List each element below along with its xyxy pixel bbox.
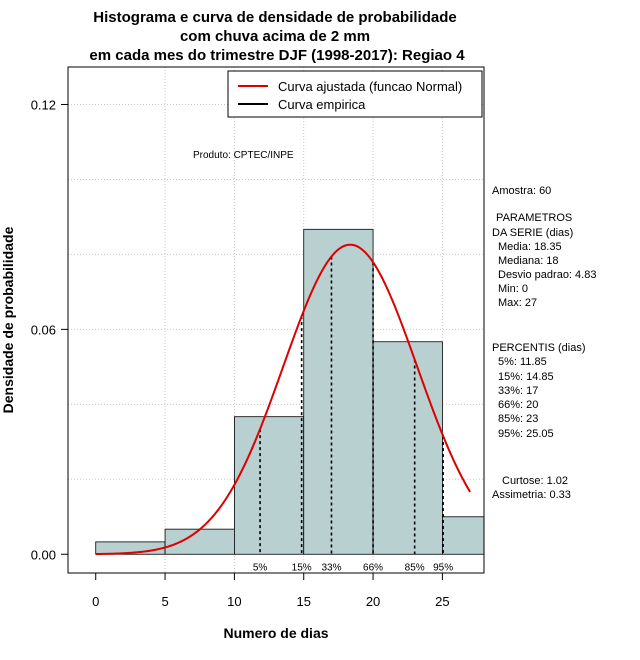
- percentile-label-2: 33%: [321, 562, 341, 573]
- percentile-label-0: 5%: [253, 562, 268, 573]
- chart-title: Histograma e curva de densidade de proba…: [89, 9, 465, 64]
- histogram-bar-4: [372, 341, 443, 555]
- stat-assimetria: Assimetria: 0.33: [492, 489, 571, 501]
- title-line-3: em cada mes do trimestre DJF (1998-2017)…: [89, 47, 465, 64]
- stat-min: Min: 0: [498, 283, 528, 295]
- percentile-label-1: 15%: [292, 562, 312, 573]
- percentile-label-5: 95%: [433, 562, 453, 573]
- normal-fit-curve: [95, 243, 471, 556]
- stat-param-subtitle: DA SERIE (dias): [492, 227, 573, 239]
- histogram-bars: [95, 228, 485, 555]
- x-tick-label-2: 10: [227, 594, 241, 609]
- stat-desvio: Desvio padrao: 4.83: [498, 269, 596, 281]
- stat-p33: 33%: 17: [498, 385, 538, 397]
- legend-label-normal: Curva ajustada (funcao Normal): [278, 79, 462, 94]
- y-tick-label-2: 0.12: [31, 97, 56, 112]
- x-tick-label-4: 20: [366, 594, 380, 609]
- product-annotation: Produto: CPTEC/INPE: [193, 150, 294, 161]
- y-tick-label-1: 0.06: [31, 322, 56, 337]
- percentile-label-3: 66%: [363, 562, 383, 573]
- y-axis: 0.00 0.06 0.12: [31, 97, 69, 562]
- x-axis: 0 5 10 15 20 25: [92, 572, 450, 609]
- title-line-1: Histograma e curva de densidade de proba…: [93, 9, 456, 26]
- stat-p5: 5%: 11.85: [498, 356, 547, 368]
- stat-p66: 66%: 20: [498, 399, 538, 411]
- stat-p15: 15%: 14.85: [498, 371, 554, 383]
- stat-mediana: Mediana: 18: [498, 255, 559, 267]
- stat-amostra: Amostra: 60: [492, 185, 551, 197]
- histogram-bar-3: [303, 228, 374, 555]
- y-axis-label: Densidade de probabilidade: [0, 226, 16, 413]
- x-tick-label-0: 0: [92, 594, 99, 609]
- stat-curtose: Curtose: 1.02: [502, 475, 568, 487]
- x-tick-label-1: 5: [161, 594, 168, 609]
- percentile-label-4: 85%: [405, 562, 425, 573]
- stat-media: Media: 18.35: [498, 241, 562, 253]
- histogram-bar-5: [441, 516, 485, 555]
- legend-box: [227, 70, 483, 118]
- stat-param-title: PARAMETROS: [493, 212, 572, 224]
- x-axis-label: Numero de dias: [223, 625, 328, 641]
- stat-perc-title: PERCENTIS (dias): [492, 342, 586, 354]
- histogram-bar-2: [233, 416, 305, 555]
- stats-panel: Amostra: 60 PARAMETROS DA SERIE (dias) M…: [492, 185, 596, 501]
- stat-p85: 85%: 23: [498, 413, 538, 425]
- y-tick-label-0: 0.00: [31, 547, 56, 562]
- percentile-lines: [259, 256, 444, 555]
- x-tick-label-3: 15: [296, 594, 310, 609]
- percentile-labels: 5% 15% 33% 66% 85% 95%: [253, 562, 453, 573]
- legend-label-empirical: Curva empirica: [278, 97, 366, 112]
- stat-p95: 95%: 25.05: [498, 428, 554, 440]
- stat-max: Max: 27: [498, 297, 537, 309]
- title-line-2: com chuva acima de 2 mm: [180, 28, 370, 45]
- histogram-bar-1: [164, 528, 235, 555]
- legend: Curva ajustada (funcao Normal) Curva emp…: [227, 70, 483, 118]
- x-tick-label-5: 25: [435, 594, 449, 609]
